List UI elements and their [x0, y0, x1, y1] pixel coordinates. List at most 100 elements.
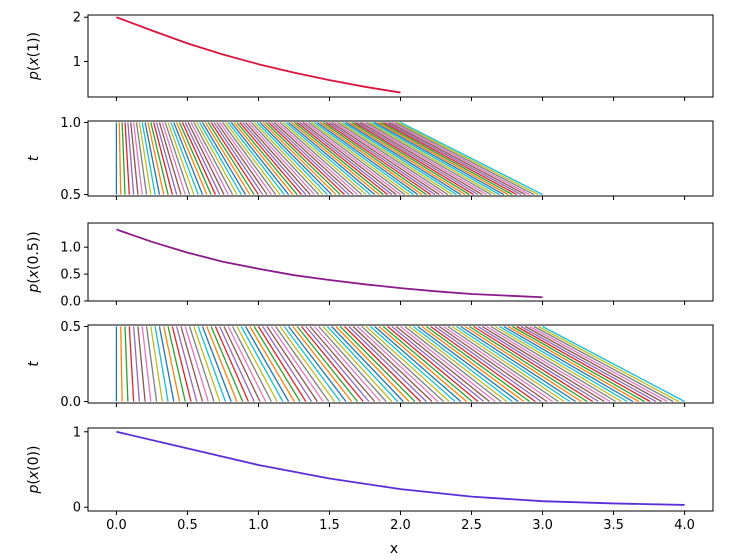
- characteristic-line: [451, 325, 565, 403]
- characteristic-line: [279, 326, 336, 402]
- characteristic-line: [533, 325, 674, 403]
- y-tick-label: 0.0: [60, 295, 81, 310]
- characteristic-line: [359, 121, 483, 196]
- characteristic-line: [339, 326, 416, 402]
- characteristic-line: [227, 122, 285, 195]
- characteristic-line: [266, 326, 318, 402]
- characteristic-line: [204, 122, 251, 195]
- characteristic-line: [178, 122, 212, 195]
- characteristic-line: [147, 122, 165, 195]
- characteristic-line: [499, 325, 628, 403]
- plot-area: [115, 325, 685, 403]
- characteristic-line: [276, 121, 358, 196]
- y-tick-label: 1: [73, 55, 81, 70]
- characteristic-line: [456, 325, 571, 403]
- characteristic-line: [357, 121, 479, 196]
- characteristic-line: [223, 326, 261, 402]
- characteristic-line: [361, 326, 444, 402]
- characteristic-line: [371, 121, 500, 196]
- characteristic-line: [270, 121, 350, 196]
- characteristic-line: [253, 326, 301, 402]
- characteristic-line: [128, 326, 135, 402]
- characteristic-line: [394, 121, 535, 196]
- characteristic-line: [486, 325, 611, 403]
- characteristic-line: [282, 121, 367, 196]
- characteristic-line: [132, 326, 141, 402]
- characteristic-line: [473, 325, 594, 403]
- characteristic-line: [135, 122, 148, 195]
- characteristic-line: [187, 122, 225, 195]
- characteristic-line: [542, 325, 685, 403]
- y-tick-label: 1.0: [60, 241, 81, 256]
- characteristic-line: [308, 121, 406, 196]
- plot-area: [116, 16, 401, 94]
- characteristic-line: [275, 326, 330, 402]
- characteristic-line: [199, 122, 242, 195]
- characteristic-line: [132, 122, 143, 195]
- x-tick-label: 0.5: [177, 518, 198, 533]
- characteristic-line: [430, 325, 536, 403]
- plot-area: [116, 228, 543, 299]
- characteristic-line: [434, 325, 542, 403]
- characteristic-line: [447, 325, 559, 403]
- characteristic-line: [380, 121, 513, 196]
- characteristic-line: [283, 326, 341, 402]
- x-tick-label: 1.5: [319, 518, 340, 533]
- characteristic-line: [397, 121, 539, 196]
- characteristic-line: [154, 326, 169, 402]
- y-tick-label: 1: [73, 425, 81, 440]
- characteristic-line: [153, 122, 173, 195]
- characteristic-line: [369, 326, 456, 402]
- characteristic-line: [262, 326, 313, 402]
- characteristic-line: [342, 121, 457, 196]
- characteristic-line: [354, 121, 475, 196]
- y-axis-label: t: [26, 155, 42, 161]
- characteristic-line: [138, 122, 152, 195]
- characteristic-line: [273, 121, 354, 196]
- characteristic-line: [365, 121, 492, 196]
- characteristic-line: [316, 121, 419, 196]
- characteristic-line: [124, 326, 129, 402]
- characteristic-line: [331, 326, 404, 402]
- characteristic-line: [127, 122, 135, 195]
- characteristic-line: [490, 325, 617, 403]
- characteristic-line: [120, 326, 123, 402]
- characteristic-line: [425, 325, 531, 403]
- characteristic-line: [245, 122, 311, 195]
- characteristic-line: [193, 326, 221, 402]
- characteristic-line: [374, 121, 505, 196]
- characteristic-line: [239, 122, 302, 195]
- characteristic-line: [300, 326, 364, 402]
- characteristic-line: [173, 122, 204, 195]
- characteristic-line: [118, 122, 122, 195]
- x-tick-label: 0.0: [106, 518, 127, 533]
- characteristic-line: [516, 325, 651, 403]
- characteristic-line: [130, 122, 139, 195]
- y-axis-label: p(x(0.5)): [26, 231, 42, 293]
- characteristic-line: [167, 326, 186, 402]
- y-tick-label: 0.5: [60, 268, 81, 283]
- characteristic-line: [438, 325, 548, 403]
- characteristic-line: [334, 121, 444, 196]
- characteristic-line: [224, 122, 281, 195]
- characteristic-line: [150, 122, 169, 195]
- x-tick-label: 2.5: [461, 518, 482, 533]
- characteristic-line: [201, 326, 232, 402]
- characteristic-line: [525, 325, 662, 403]
- characteristic-line: [206, 326, 238, 402]
- characteristic-line: [141, 326, 152, 402]
- characteristic-line: [408, 325, 508, 403]
- characteristic-line: [190, 122, 229, 195]
- characteristic-line: [299, 121, 393, 196]
- x-tick-label: 2.0: [390, 518, 411, 533]
- characteristic-line: [503, 325, 634, 403]
- characteristic-line: [326, 326, 399, 402]
- x-tick-label: 3.0: [532, 518, 553, 533]
- characteristic-line: [285, 121, 371, 196]
- characteristic-line: [196, 122, 238, 195]
- characteristic-line: [161, 122, 186, 195]
- x-tick-label: 3.5: [603, 518, 624, 533]
- characteristic-line: [348, 326, 427, 402]
- y-tick-label: 1.0: [60, 116, 81, 131]
- y-axis-label: p(x(0)): [26, 446, 42, 495]
